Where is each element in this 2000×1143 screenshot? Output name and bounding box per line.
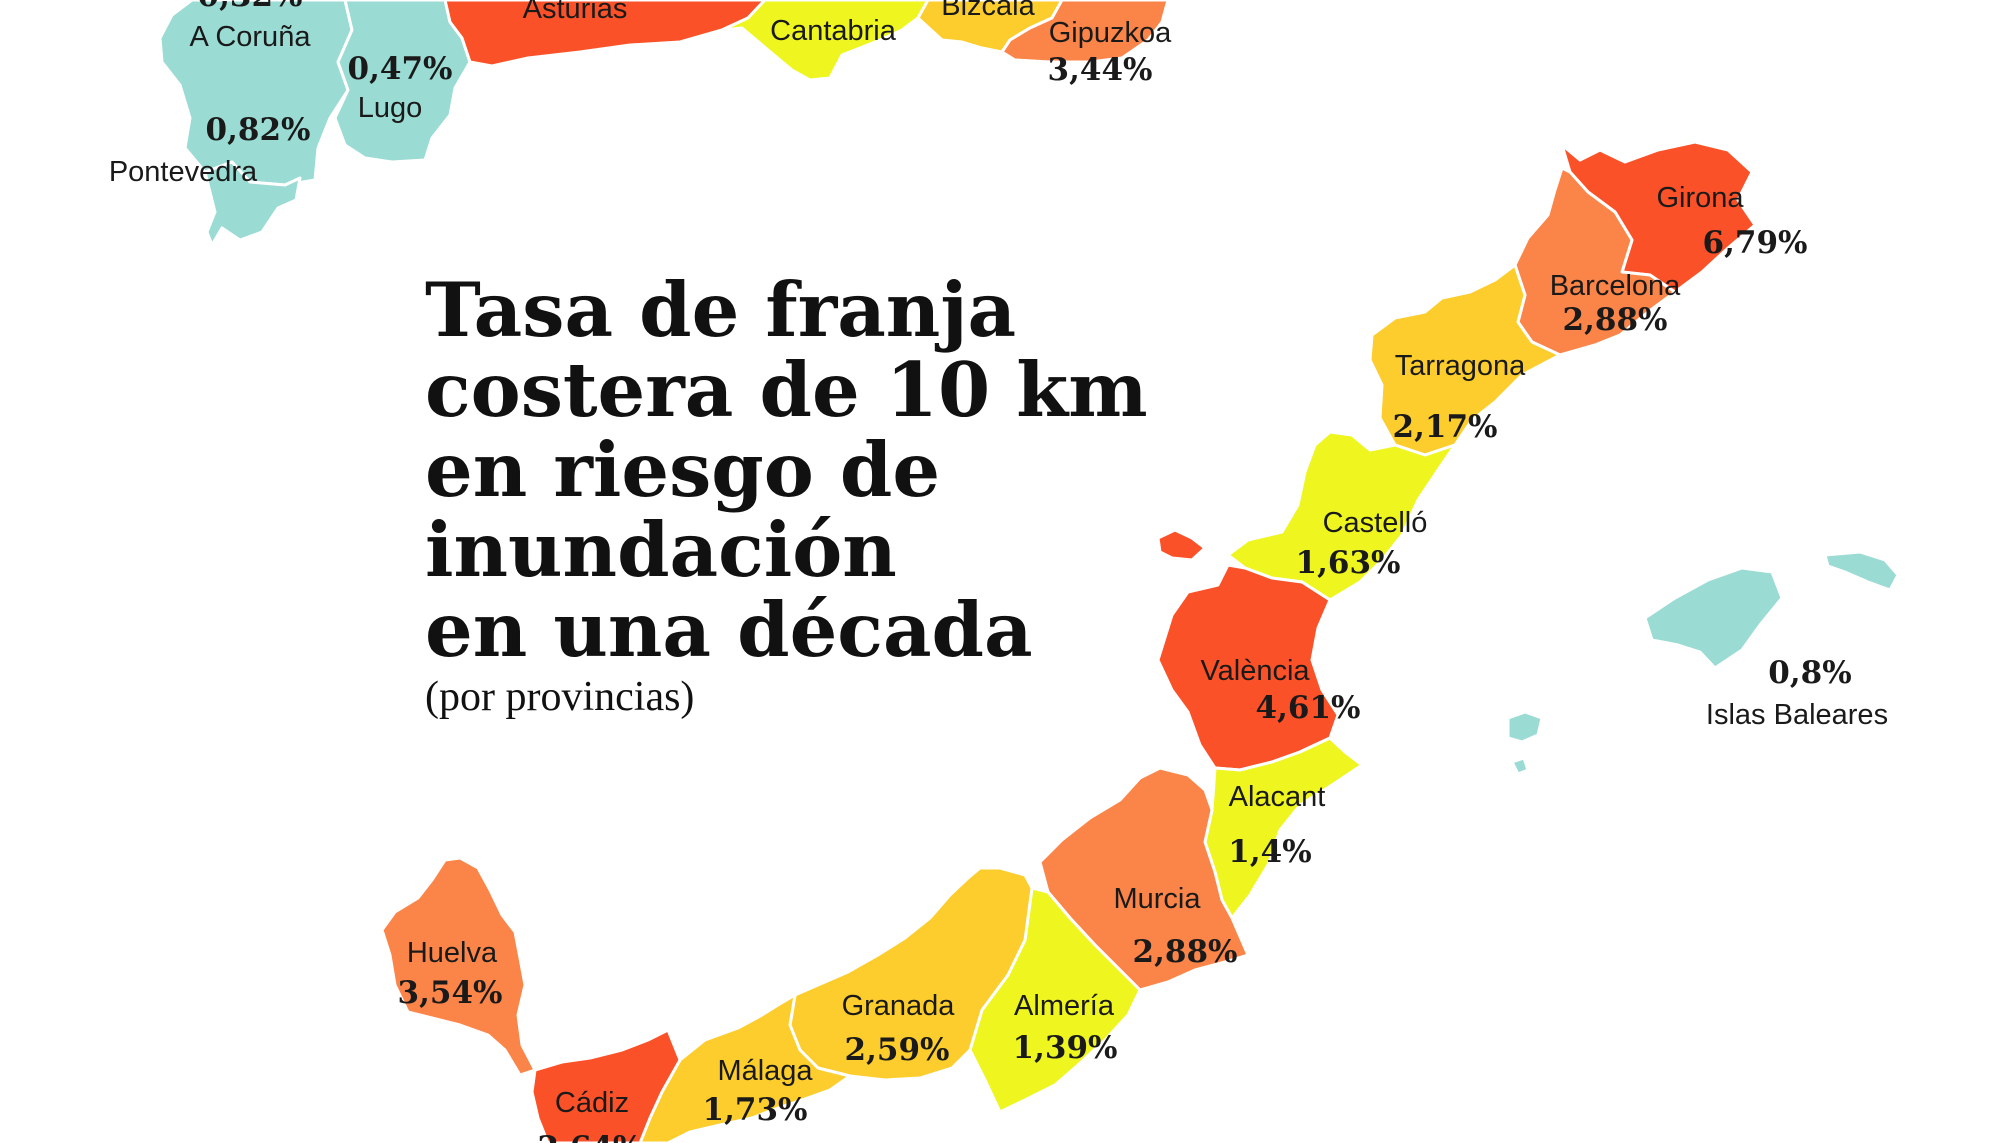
province-value-pontevedra: 0,82% [206, 112, 311, 148]
region-menorca [1823, 550, 1900, 592]
province-name-pontevedra: Pontevedra [109, 156, 258, 188]
region-valencia-enclave [1156, 528, 1207, 562]
province-name-lugo: Lugo [358, 92, 423, 124]
province-name-bizcaia: Bizcaia [941, 0, 1035, 22]
province-name-valencia: València [1200, 655, 1310, 687]
province-name-granada: Granada [842, 990, 956, 1022]
province-name-barcelona: Barcelona [1550, 270, 1681, 302]
region-mallorca [1643, 566, 1784, 670]
province-value-a-coruna: 0,32% [198, 0, 303, 14]
region-pontevedra [203, 160, 302, 247]
title-line: en riesgo de [425, 426, 940, 514]
province-name-almeria: Almería [1014, 990, 1115, 1022]
province-name-cantabria: Cantabria [770, 15, 897, 47]
province-name-huelva: Huelva [407, 937, 498, 969]
province-name-girona: Girona [1656, 182, 1744, 214]
province-value-lugo: 0,47% [348, 51, 453, 87]
province-value-alacant: 1,4% [1228, 834, 1311, 870]
region-barcelona [1513, 166, 1677, 357]
region-malaga [638, 993, 852, 1143]
province-value-girona: 6,79% [1703, 225, 1808, 261]
province-value-huelva: 3,54% [398, 975, 503, 1011]
province-name-islas-baleares: Islas Baleares [1706, 699, 1888, 731]
map-title: Tasa de franja costera de 10 km en riesg… [425, 266, 1148, 674]
province-value-gipuzkoa: 3,44% [1048, 52, 1153, 88]
region-castello [1226, 430, 1457, 602]
region-gipuzkoa [1000, 0, 1170, 64]
province-name-malaga: Málaga [717, 1055, 813, 1087]
province-value-islas-baleares: 0,8% [1768, 655, 1851, 691]
province-value-murcia: 2,88% [1133, 934, 1238, 970]
region-huelva [380, 856, 537, 1077]
region-cadiz [530, 1028, 682, 1143]
province-value-malaga: 1,73% [703, 1092, 808, 1128]
region-formentera [1510, 756, 1530, 776]
region-ibiza [1506, 710, 1544, 744]
province-value-granada: 2,59% [845, 1032, 950, 1068]
region-murcia [1038, 766, 1250, 992]
province-value-barcelona: 2,88% [1563, 302, 1668, 338]
title-line: Tasa de franja [425, 266, 1016, 354]
province-name-tarragona: Tarragona [1395, 350, 1526, 382]
province-value-tarragona: 2,17% [1393, 409, 1498, 445]
province-name-castello: Castelló [1323, 507, 1428, 539]
map-subtitle: (por provincias) [425, 674, 694, 720]
province-value-valencia: 4,61% [1256, 690, 1361, 726]
province-value-cadiz: 2,64% [538, 1130, 643, 1143]
title-line: costera de 10 km [425, 346, 1148, 434]
region-valencia [1156, 563, 1340, 772]
province-name-alacant: Alacant [1229, 781, 1326, 813]
region-cantabria [720, 0, 930, 82]
province-name-gipuzkoa: Gipuzkoa [1049, 17, 1172, 49]
province-value-castello: 1,63% [1296, 545, 1401, 581]
title-line: inundación [425, 506, 897, 594]
province-value-almeria: 1,39% [1013, 1030, 1118, 1066]
province-name-asturias: Asturias [523, 0, 628, 25]
province-name-murcia: Murcia [1113, 883, 1201, 915]
province-name-cadiz: Cádiz [555, 1087, 629, 1119]
province-labels: 0,32% A Coruña 0,47% Lugo 0,82% Ponteved… [109, 0, 1888, 1143]
title-line: en una década [425, 586, 1033, 674]
province-name-a-coruna: A Coruña [190, 21, 312, 53]
